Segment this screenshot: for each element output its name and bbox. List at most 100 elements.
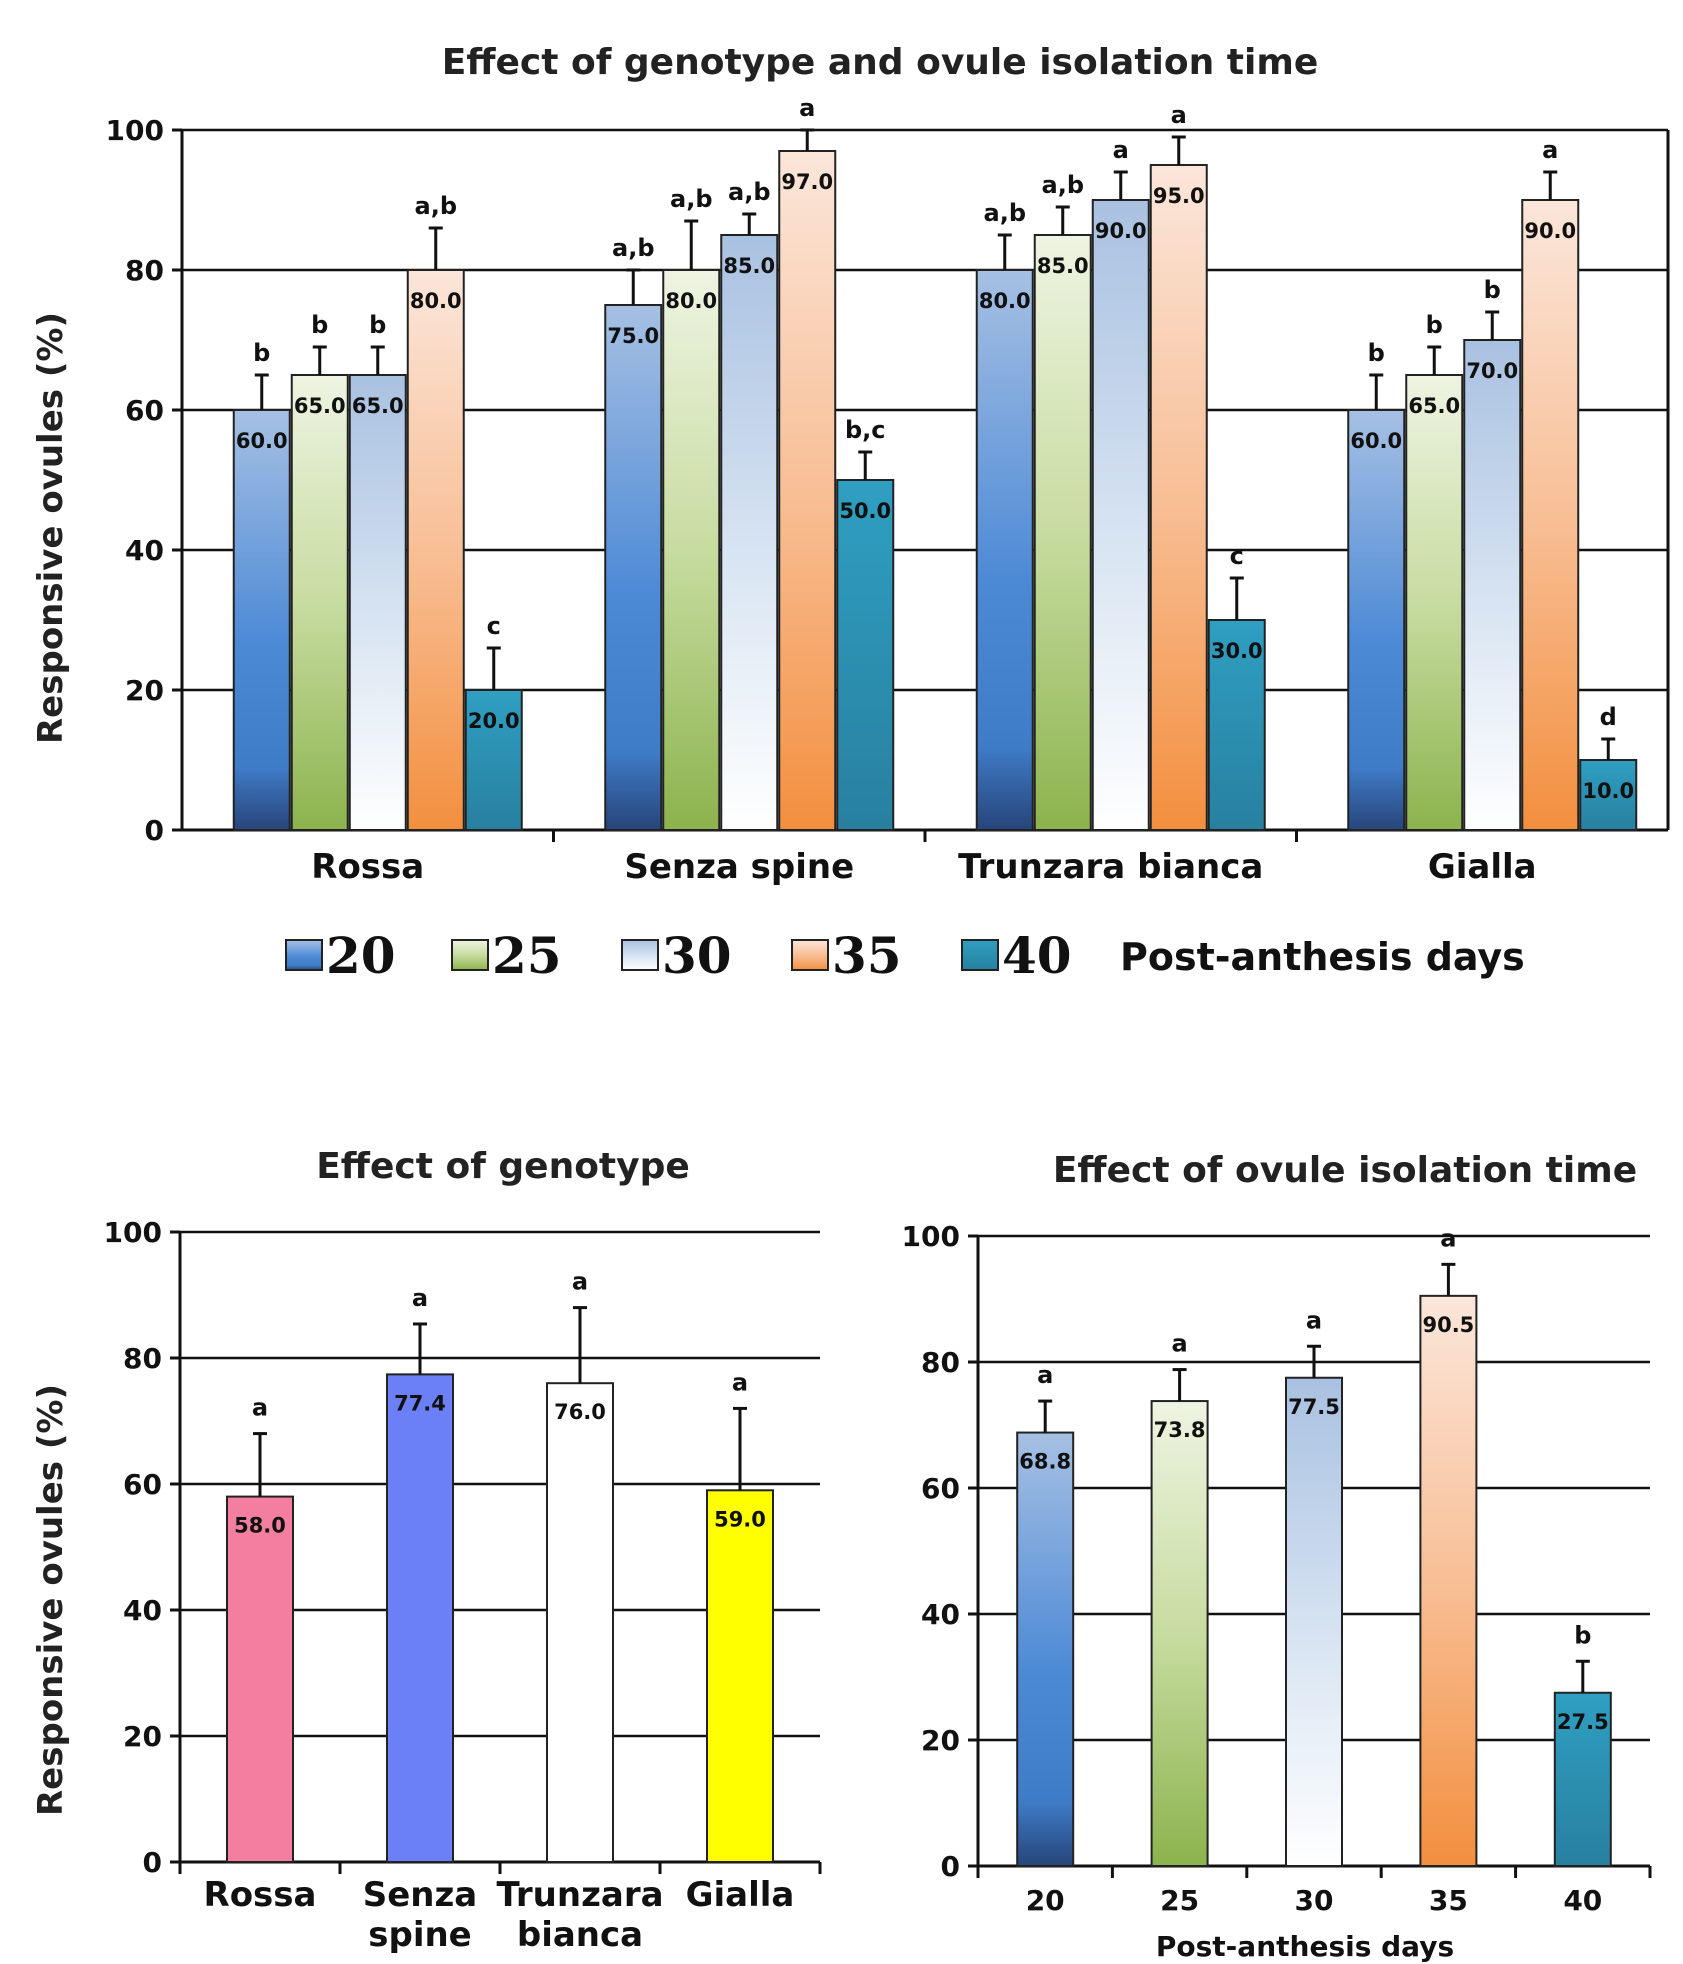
value-label: 76.0 xyxy=(554,1400,606,1424)
value-label: 58.0 xyxy=(234,1514,286,1538)
bar-20-days xyxy=(232,409,291,831)
legend-item-25: 25 xyxy=(451,926,562,985)
legend-label-25: 25 xyxy=(492,926,562,985)
significance-letter: a xyxy=(1171,1330,1187,1358)
significance-letter: a xyxy=(1171,101,1187,129)
y-tick-label: 100 xyxy=(106,114,164,147)
significance-letter: a xyxy=(1037,1361,1053,1389)
y-tick-label: 40 xyxy=(921,1598,960,1631)
significance-letter: b xyxy=(1574,1621,1591,1649)
y-tick-label: 80 xyxy=(125,254,164,287)
genotype-chart: Effect of genotype Responsive ovules (%)… xyxy=(31,1146,822,1955)
value-label: 30.0 xyxy=(1211,639,1263,663)
category-label: Gialla xyxy=(686,1875,795,1915)
significance-letter: b xyxy=(1484,276,1501,304)
bar-trunzara-bianca xyxy=(546,1382,614,1863)
bar-40-days xyxy=(1207,619,1266,831)
bar-30-days xyxy=(1091,199,1150,831)
category-label: Senza spine xyxy=(363,1875,477,1955)
y-tick-label: 60 xyxy=(921,1472,960,1505)
value-label: 73.8 xyxy=(1154,1418,1206,1442)
significance-letter: d xyxy=(1600,703,1617,731)
value-label: 77.5 xyxy=(1288,1395,1340,1419)
bar-20-days xyxy=(604,304,663,831)
bar-35-days xyxy=(1419,1294,1478,1867)
value-label: 90.0 xyxy=(1524,219,1576,243)
legend-label-20: 20 xyxy=(326,926,396,985)
value-label: 70.0 xyxy=(1466,359,1518,383)
value-label: 10.0 xyxy=(1582,779,1634,803)
isolation-time-chart: Effect of ovule isolation time 0 20 40 60 80… xyxy=(902,1150,1652,1963)
category-label: Rossa xyxy=(311,847,424,887)
value-label: 97.0 xyxy=(781,170,833,194)
legend-swatch-20 xyxy=(285,939,323,971)
category-label: Trunzara bianca xyxy=(958,847,1263,887)
significance-letter: c xyxy=(487,612,501,640)
legend-label-35: 35 xyxy=(832,926,902,985)
top-chart: Effect of genotype and ovule isolation t… xyxy=(31,42,1670,985)
genotype-chart-plot: 0 20 40 60 80 100 58.0 a Rossa 77.4 a Senza spine 76.… xyxy=(104,1216,822,1955)
significance-letter: a xyxy=(1440,1224,1456,1252)
category-label-line: Senza xyxy=(363,1875,477,1915)
significance-letter: a,b xyxy=(612,234,655,262)
significance-letter: a,b xyxy=(984,199,1027,227)
bar-35-days xyxy=(406,269,465,831)
bar-30-days xyxy=(720,234,779,831)
value-label: 80.0 xyxy=(410,289,462,313)
legend-label-40: 40 xyxy=(1002,926,1072,985)
legend-swatch-35 xyxy=(791,939,829,971)
bar-25-days xyxy=(1405,374,1464,831)
bar-25-days xyxy=(1150,1400,1209,1868)
category-label-line: spine xyxy=(368,1915,472,1955)
legend-item-40: 40 xyxy=(961,926,1072,985)
category-label: 35 xyxy=(1429,1884,1468,1917)
value-label: 80.0 xyxy=(979,289,1031,313)
y-tick-label: 80 xyxy=(921,1346,960,1379)
isolation-time-chart-title: Effect of ovule isolation time xyxy=(1053,1150,1637,1191)
legend-item-35: 35 xyxy=(791,926,902,985)
y-tick-label: 100 xyxy=(104,1216,162,1249)
value-label: 90.0 xyxy=(1095,219,1147,243)
legend-item-30: 30 xyxy=(621,926,732,985)
significance-letter: a,b xyxy=(728,178,771,206)
legend-label-30: 30 xyxy=(662,926,732,985)
significance-letter: a xyxy=(1113,136,1129,164)
bar-20-days xyxy=(975,269,1034,831)
significance-letter: b xyxy=(311,311,328,339)
legend-item-20: 20 xyxy=(285,926,396,985)
bar-gialla xyxy=(706,1489,774,1864)
y-tick-label: 20 xyxy=(921,1724,960,1757)
bar-35-days xyxy=(1149,164,1208,831)
y-tick-label: 60 xyxy=(123,1468,162,1501)
value-label: 85.0 xyxy=(1037,254,1089,278)
category-label: 30 xyxy=(1295,1884,1334,1917)
category-label: 25 xyxy=(1160,1884,1199,1917)
significance-letter: b xyxy=(253,339,270,367)
category-label: Gialla xyxy=(1428,847,1537,887)
significance-letter: a xyxy=(1306,1306,1322,1334)
bar-30-days xyxy=(348,374,407,831)
bar-rossa xyxy=(226,1495,294,1863)
significance-letter: a xyxy=(572,1268,588,1296)
y-tick-label: 100 xyxy=(902,1220,960,1253)
category-label: 20 xyxy=(1026,1884,1065,1917)
significance-letter: b xyxy=(369,311,386,339)
y-tick-label: 0 xyxy=(941,1850,960,1883)
value-label: 27.5 xyxy=(1557,1710,1609,1734)
significance-letter: b,c xyxy=(845,416,886,444)
top-chart-y-axis-label: Responsive ovules (%) xyxy=(31,312,71,744)
category-label: Trunzara bianca xyxy=(496,1875,663,1955)
significance-letter: a xyxy=(799,94,815,122)
bar-senza-spine xyxy=(386,1373,454,1863)
significance-letter: a,b xyxy=(1042,171,1085,199)
y-tick-label: 20 xyxy=(125,674,164,707)
top-chart-plot: 0 20 40 60 80 100 60.0 b 65.0 b 65.0 b 80.0 a,b 20.0 c R… xyxy=(106,94,1670,887)
isolation-time-chart-plot: 0 20 40 60 80 100 68.8 a 20 73.8 a 25 77.5 a 30 90.5 a 35… xyxy=(902,1220,1652,1917)
category-label-line: bianca xyxy=(517,1915,643,1955)
bar-25-days xyxy=(662,269,721,831)
value-label: 90.5 xyxy=(1422,1313,1474,1337)
bar-30-days xyxy=(1463,339,1522,831)
value-label: 65.0 xyxy=(1408,394,1460,418)
significance-letter: a,b xyxy=(670,185,713,213)
